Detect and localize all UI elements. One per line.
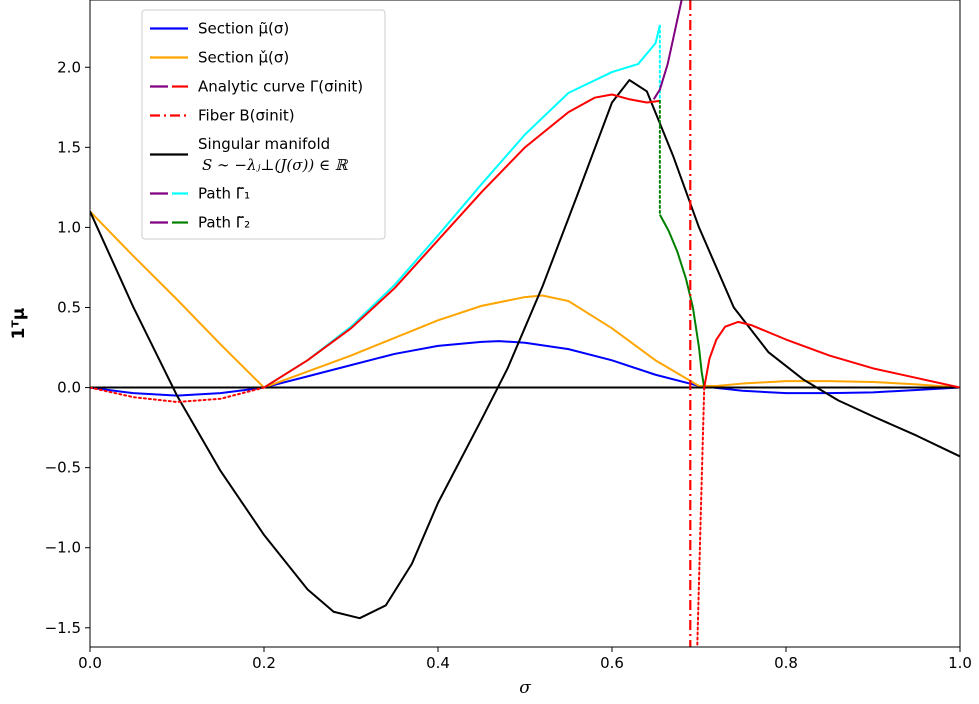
y-axis-label: 1ᵀμ (9, 308, 29, 340)
x-tick-label: 0.2 (252, 654, 276, 672)
series-analytic_dotted_left (90, 386, 265, 403)
legend-label: Section μ̌(σ) (198, 49, 289, 67)
x-tick-label: 0.6 (600, 654, 624, 672)
legend-label-line2: S ∼ −λⱼ⊥(J(σ)) ∈ ℝ (202, 156, 349, 174)
x-tick-label: 0.8 (774, 654, 798, 672)
legend-entry: Path Γ̃₂ (150, 214, 250, 232)
x-tick-label: 0.4 (426, 654, 450, 672)
series-path1 (263, 25, 661, 389)
series-analytic_dotted_right (696, 386, 706, 647)
series-path2 (658, 214, 706, 388)
legend-box (141, 9, 386, 240)
plot-frame (89, 0, 961, 648)
x-axis-label: σ (519, 678, 531, 698)
y-tick-label: 0.5 (57, 298, 81, 316)
series-analytic_right (703, 320, 960, 389)
y-axis-label-text: 1ᵀμ (9, 308, 29, 340)
series-mu_tilde (90, 340, 960, 397)
y-tick-label: 0.0 (57, 379, 81, 397)
x-tick-label: 0.0 (78, 654, 102, 672)
y-tick-label: 1.5 (57, 138, 81, 156)
legend-entry: Path Γ̃₁ (150, 185, 250, 203)
legend-label: Path Γ̃₁ (198, 185, 250, 203)
y-tick-label: −1.5 (45, 619, 81, 637)
legend-label: Section μ̃(σ) (198, 20, 289, 38)
legend-entry: Section μ̃(σ) (150, 20, 289, 38)
legend-entry: Analytic curve Γ(σinit) (150, 78, 363, 96)
legend-entry: Fiber B(σinit) (150, 107, 295, 125)
series-analytic_curve (263, 93, 660, 389)
series-analytic_purple_up (652, 0, 683, 100)
series-layer (90, 0, 960, 647)
legend-entry: Singular manifold S ∼ −λⱼ⊥(J(σ)) ∈ ℝ (150, 135, 349, 174)
legend-label: Singular manifold (198, 135, 330, 153)
legend-label: Fiber B(σinit) (198, 107, 295, 125)
legend: Section μ̃(σ) Section μ̌(σ) Analytic curve… (141, 9, 386, 240)
legend-label: Analytic curve Γ(σinit) (198, 78, 363, 96)
y-tick-label: −0.5 (45, 459, 81, 477)
series-mu_check (90, 210, 960, 389)
x-tick-label: 1.0 (948, 654, 972, 672)
series-singular_manifold (90, 79, 960, 620)
y-tick-label: 2.0 (57, 58, 81, 76)
legend-label: Path Γ̃₂ (198, 214, 250, 232)
y-tick-label: −1.0 (45, 539, 81, 557)
ticks-layer: 0.0 0.2 0.4 0.6 0.8 1.0 −1.5 −1.0 −0.5 0.0 0.5 1.0 1… (45, 58, 972, 672)
legend-entry: Section μ̌(σ) (150, 49, 289, 67)
y-tick-label: 1.0 (57, 218, 81, 236)
